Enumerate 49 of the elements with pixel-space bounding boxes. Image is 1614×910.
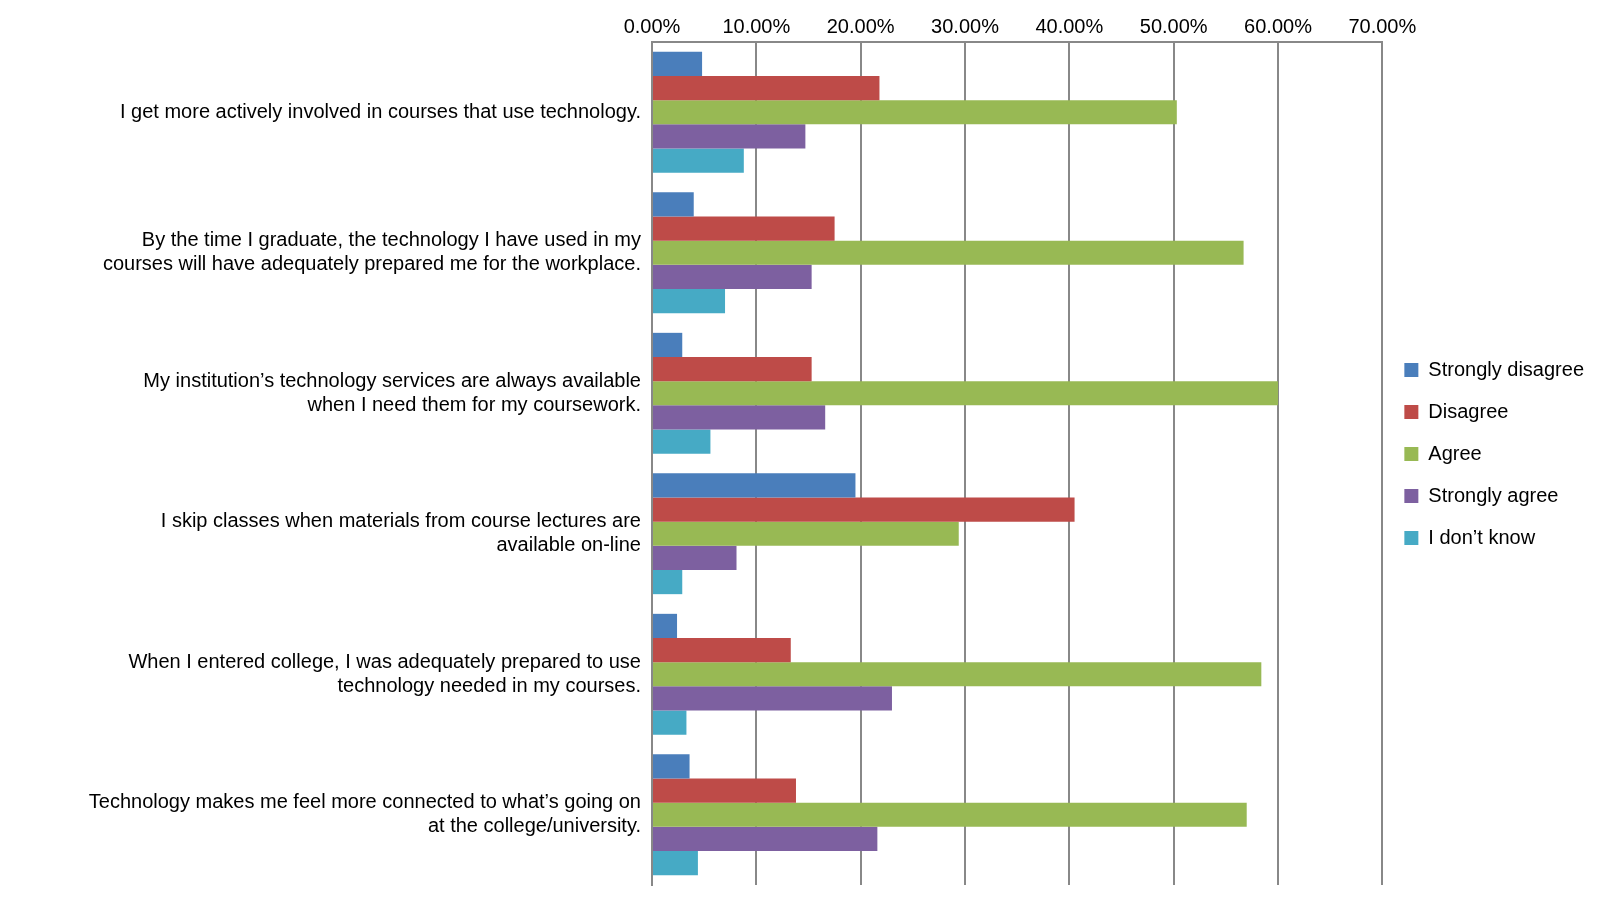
y-tick-label: My institution’s technology services are always available when I need them for my coursework. — [143, 368, 641, 415]
y-tick-label: By the time I graduate, the technology I have used in my courses will have adequately prepared me for the workplace. — [102, 228, 641, 275]
x-tick-label: 0.00% — [623, 14, 681, 37]
bar — [653, 264, 812, 289]
bar — [653, 802, 1247, 827]
bar — [653, 473, 856, 498]
x-tick-label: 70.00% — [1348, 14, 1417, 37]
bar — [653, 148, 744, 173]
bar — [653, 429, 711, 454]
bar — [653, 76, 880, 101]
bar — [653, 826, 878, 851]
bar — [653, 332, 683, 357]
bar — [653, 851, 698, 876]
legend-label: Agree — [1428, 441, 1482, 464]
y-tick-label: When I entered college, I was adequately prepared to use technology needed in my courses. — [128, 649, 641, 696]
bar — [653, 240, 1244, 265]
bar — [653, 100, 1177, 125]
bar — [653, 521, 959, 546]
x-tick-label: 20.00% — [826, 14, 895, 37]
bar — [653, 570, 683, 595]
bar — [653, 192, 694, 217]
x-tick-label: 60.00% — [1244, 14, 1313, 37]
bar — [653, 710, 687, 735]
x-tick-label: 10.00% — [722, 14, 791, 37]
bar — [653, 497, 1075, 522]
bar — [653, 754, 690, 779]
bar — [653, 662, 1262, 687]
bar — [653, 778, 796, 803]
bar — [653, 545, 737, 570]
y-tick-label: I get more actively involved in courses that use technology. — [119, 99, 641, 122]
bar — [653, 124, 806, 149]
bar — [653, 357, 812, 382]
bar — [653, 638, 791, 663]
bar — [653, 686, 892, 711]
y-tick-label: I skip classes when materials from course lectures are available on-line — [160, 509, 641, 556]
legend-label: I don’t know — [1428, 525, 1536, 548]
bar — [653, 216, 835, 241]
bar — [653, 51, 703, 76]
legend-label: Strongly agree — [1428, 483, 1559, 506]
x-tick-label: 50.00% — [1139, 14, 1208, 37]
legend-label: Disagree — [1428, 399, 1509, 422]
x-tick-label: 40.00% — [1035, 14, 1104, 37]
bar — [653, 381, 1279, 406]
bar — [653, 613, 678, 638]
bar — [653, 289, 726, 314]
bar — [653, 405, 826, 430]
x-tick-label: 30.00% — [931, 14, 1000, 37]
y-tick-label: Technology makes me feel more connected to what’s going on at the college/university. — [88, 790, 641, 837]
legend-label: Strongly disagree — [1428, 357, 1585, 380]
